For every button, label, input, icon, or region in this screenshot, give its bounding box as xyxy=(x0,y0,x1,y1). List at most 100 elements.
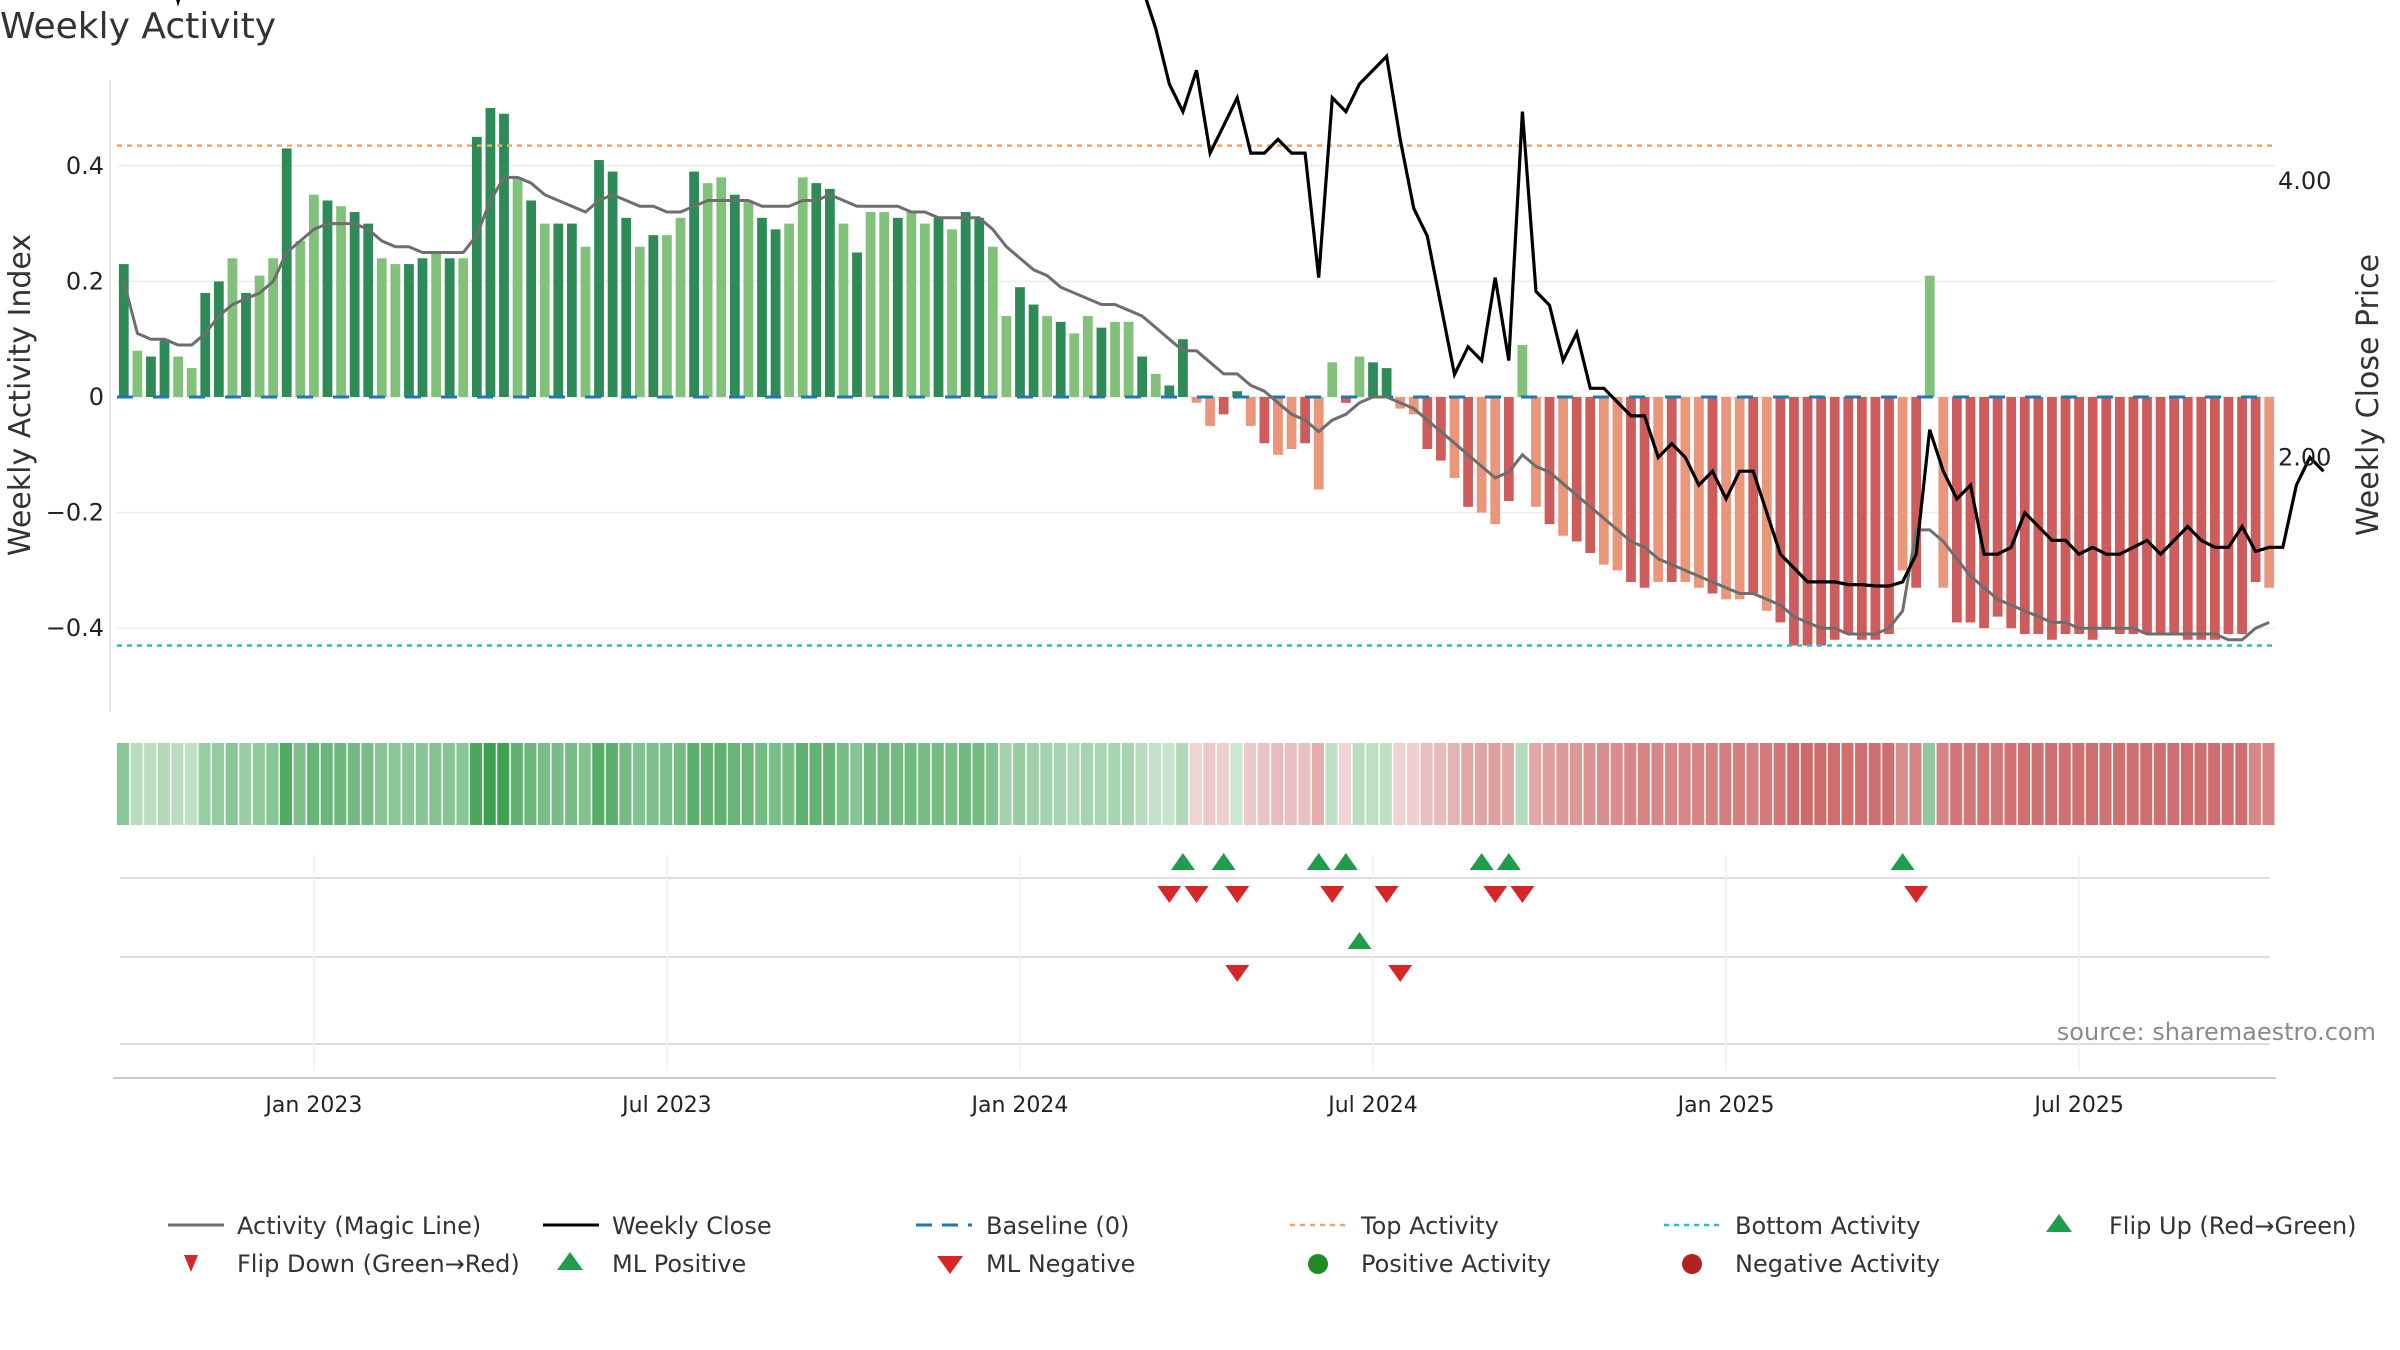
x-tick-label: Jan 2024 xyxy=(970,1093,1069,1118)
strip-cell xyxy=(1339,743,1352,825)
strip-cell xyxy=(1447,743,1460,825)
strip-cell xyxy=(1732,743,1745,825)
activity-bar xyxy=(2074,397,2084,634)
strip-cell xyxy=(1474,743,1487,825)
strip-cell xyxy=(1108,743,1121,825)
activity-bar xyxy=(553,223,564,397)
activity-bar xyxy=(186,368,197,397)
legend-ml-positive-icon xyxy=(557,1252,583,1270)
activity-bar xyxy=(2142,397,2152,634)
activity-bar xyxy=(336,206,346,397)
strip-cell xyxy=(1814,743,1827,825)
strip-cell xyxy=(1013,743,1026,825)
legend-negative-activity-icon xyxy=(1682,1254,1702,1274)
strip-cell xyxy=(877,743,890,825)
ml-negative-marker xyxy=(1388,965,1413,982)
strip-cell xyxy=(1203,743,1216,825)
activity-bar xyxy=(1829,397,1840,640)
strip-cell xyxy=(1040,743,1053,825)
strip-cell xyxy=(1692,743,1705,825)
activity-bar xyxy=(1245,397,1256,426)
strip-cell xyxy=(700,743,713,825)
activity-bar xyxy=(1001,316,1012,397)
activity-bar xyxy=(417,258,428,397)
activity-bar xyxy=(146,356,156,397)
activity-bar xyxy=(689,171,699,397)
strip-cell xyxy=(1352,743,1365,825)
strip-cell xyxy=(619,743,632,825)
activity-bar xyxy=(1897,397,1908,571)
activity-bar xyxy=(784,223,795,397)
strip-cell xyxy=(986,743,999,825)
activity-bar xyxy=(2033,397,2044,634)
strip-cell xyxy=(605,743,618,825)
strip-cell xyxy=(442,743,455,825)
flip-down-marker xyxy=(1157,886,1182,903)
left-tick-label: −0.2 xyxy=(46,499,104,527)
strip-cell xyxy=(741,743,754,825)
flip-down-marker xyxy=(1904,886,1929,903)
legend-bottom-label: Bottom Activity xyxy=(1735,1212,1920,1240)
strip-cell xyxy=(1583,743,1596,825)
activity-bar xyxy=(743,200,754,397)
source-label: source: sharemaestro.com xyxy=(2057,1018,2376,1046)
strip-cell xyxy=(1081,743,1094,825)
activity-bar xyxy=(1761,397,1772,611)
strip-cell xyxy=(823,743,836,825)
strip-cell xyxy=(1624,743,1637,825)
strip-cell xyxy=(1325,743,1338,825)
strip-cell xyxy=(388,743,401,825)
flip-down-marker xyxy=(1320,886,1345,903)
activity-bar xyxy=(1082,316,1093,397)
strip-cell xyxy=(714,743,727,825)
strip-cell xyxy=(999,743,1012,825)
activity-bar xyxy=(1748,397,1759,594)
activity-bar xyxy=(1191,397,1202,403)
strip-cell xyxy=(1067,743,1080,825)
strip-cell xyxy=(1990,743,2003,825)
strip-cell xyxy=(565,743,578,825)
activity-bar xyxy=(1666,397,1677,582)
strip-cell xyxy=(945,743,958,825)
activity-bar xyxy=(2128,397,2139,634)
legend-ml-positive-label: ML Positive xyxy=(612,1250,746,1278)
strip-cell xyxy=(1284,743,1297,825)
strip-cell xyxy=(537,743,551,825)
strip-cell xyxy=(374,743,388,825)
strip-cell xyxy=(198,743,211,825)
activity-bar xyxy=(1503,397,1514,502)
strip-cell xyxy=(1800,743,1813,825)
strip-cell xyxy=(2113,743,2126,825)
activity-bar xyxy=(1694,397,1704,588)
activity-bar xyxy=(1436,397,1446,461)
strip-cell xyxy=(782,743,795,825)
activity-bar xyxy=(607,171,618,397)
activity-bar xyxy=(1911,397,1922,588)
activity-bar xyxy=(824,188,835,397)
strip-cell xyxy=(1461,743,1474,825)
activity-bar xyxy=(159,339,170,397)
chart-title: Weekly Activity xyxy=(0,6,276,47)
activity-bar xyxy=(960,212,971,397)
strip-cell xyxy=(1637,743,1650,825)
activity-bar xyxy=(1096,327,1107,397)
activity-bar xyxy=(173,356,183,397)
flip-down-marker xyxy=(1225,886,1250,903)
activity-bar xyxy=(458,258,469,397)
activity-bar xyxy=(2006,397,2017,629)
activity-bar xyxy=(227,258,238,397)
legend-flip-up-label: Flip Up (Red→Green) xyxy=(2109,1212,2357,1240)
strip-cell xyxy=(1366,743,1379,825)
activity-bar xyxy=(1422,397,1433,450)
legend-flip-down-label: Flip Down (Green→Red) xyxy=(237,1250,520,1278)
strip-cell xyxy=(1488,743,1501,825)
activity-bar xyxy=(2087,397,2098,640)
x-tick-label: Jan 2025 xyxy=(1676,1093,1775,1118)
activity-bar xyxy=(1137,356,1148,397)
activity-bar xyxy=(1273,397,1283,455)
activity-bar xyxy=(702,183,713,397)
strip-cell xyxy=(1922,743,1936,825)
activity-bar xyxy=(1110,321,1120,397)
strip-cell xyxy=(755,743,768,825)
